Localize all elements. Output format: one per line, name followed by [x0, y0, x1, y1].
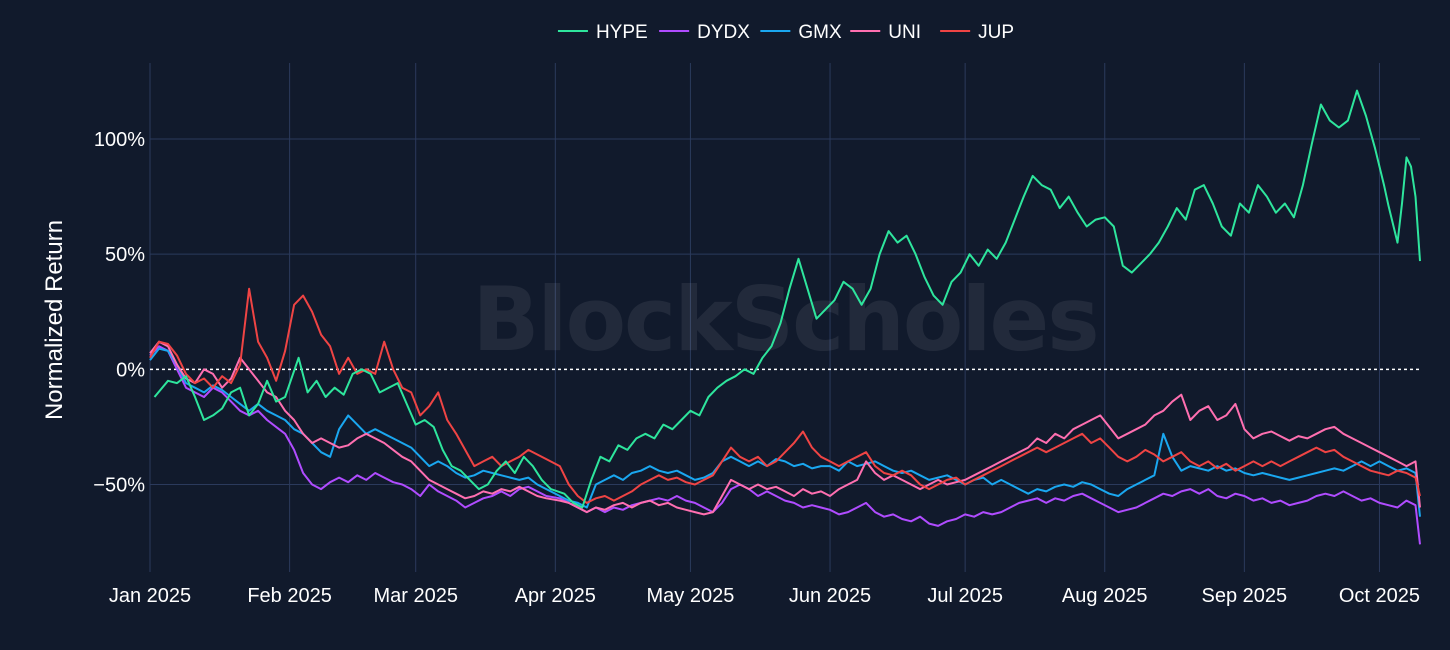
x-tick-label: Apr 2025	[515, 585, 596, 607]
legend-item-dydx[interactable]: DYDX	[659, 22, 750, 43]
watermark-text: BlockScholes	[472, 268, 1097, 371]
x-tick-label: Oct 2025	[1339, 585, 1420, 607]
legend-label: JUP	[978, 22, 1014, 43]
series-line-dydx	[149, 345, 1421, 545]
series-layer	[149, 89, 1421, 545]
legend[interactable]: HYPE DYDX GMX UNI JUP	[557, 22, 1014, 43]
series-line-uni	[149, 340, 1421, 516]
grid	[149, 63, 1420, 572]
y-axis-ticks: 100% 50% 0% −50%	[93, 129, 145, 496]
y-axis-label: Normalized Return	[41, 220, 68, 420]
legend-item-gmx[interactable]: GMX	[760, 22, 842, 43]
legend-label: HYPE	[596, 22, 648, 43]
legend-item-jup[interactable]: JUP	[940, 22, 1014, 43]
x-tick-label: Mar 2025	[373, 585, 458, 607]
legend-item-uni[interactable]: UNI	[850, 22, 921, 43]
x-tick-label: Jul 2025	[927, 585, 1003, 607]
legend-label: UNI	[888, 22, 921, 43]
series-line-gmx	[149, 347, 1421, 517]
legend-label: DYDX	[697, 22, 750, 43]
y-tick-label: −50%	[93, 474, 145, 496]
x-tick-label: Jun 2025	[789, 585, 871, 607]
y-tick-label: 0%	[116, 359, 145, 381]
y-tick-label: 100%	[94, 129, 145, 151]
series-line-jup	[149, 287, 1421, 504]
x-axis-ticks: Jan 2025 Feb 2025 Mar 2025 Apr 2025 May 2025…	[109, 585, 1420, 607]
legend-label: GMX	[798, 22, 842, 43]
watermark: BlockScholes	[472, 268, 1099, 371]
x-tick-label: Sep 2025	[1202, 585, 1288, 607]
y-tick-label: 50%	[105, 244, 145, 266]
legend-item-hype[interactable]: HYPE	[557, 22, 648, 43]
x-tick-label: May 2025	[647, 585, 735, 607]
x-tick-label: Aug 2025	[1062, 585, 1148, 607]
series-line-hype	[153, 89, 1421, 509]
x-tick-label: Jan 2025	[109, 585, 191, 607]
x-tick-label: Feb 2025	[247, 585, 332, 607]
